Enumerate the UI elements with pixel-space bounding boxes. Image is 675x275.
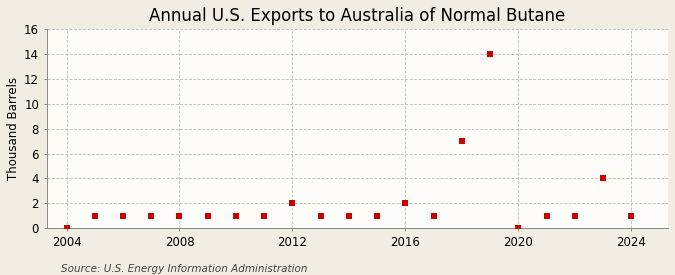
Text: Source: U.S. Energy Information Administration: Source: U.S. Energy Information Administ… xyxy=(61,264,307,274)
Point xyxy=(485,52,495,56)
Point xyxy=(287,201,298,205)
Point xyxy=(89,213,100,218)
Point xyxy=(202,213,213,218)
Point xyxy=(428,213,439,218)
Point xyxy=(626,213,637,218)
Point xyxy=(400,201,411,205)
Y-axis label: Thousand Barrels: Thousand Barrels xyxy=(7,77,20,180)
Point xyxy=(456,139,467,143)
Point xyxy=(372,213,383,218)
Point xyxy=(146,213,157,218)
Point xyxy=(597,176,608,181)
Point xyxy=(570,213,580,218)
Point xyxy=(61,226,72,230)
Title: Annual U.S. Exports to Australia of Normal Butane: Annual U.S. Exports to Australia of Norm… xyxy=(149,7,566,25)
Point xyxy=(344,213,354,218)
Point xyxy=(259,213,269,218)
Point xyxy=(117,213,128,218)
Point xyxy=(174,213,185,218)
Point xyxy=(231,213,242,218)
Point xyxy=(315,213,326,218)
Point xyxy=(541,213,552,218)
Point xyxy=(513,226,524,230)
